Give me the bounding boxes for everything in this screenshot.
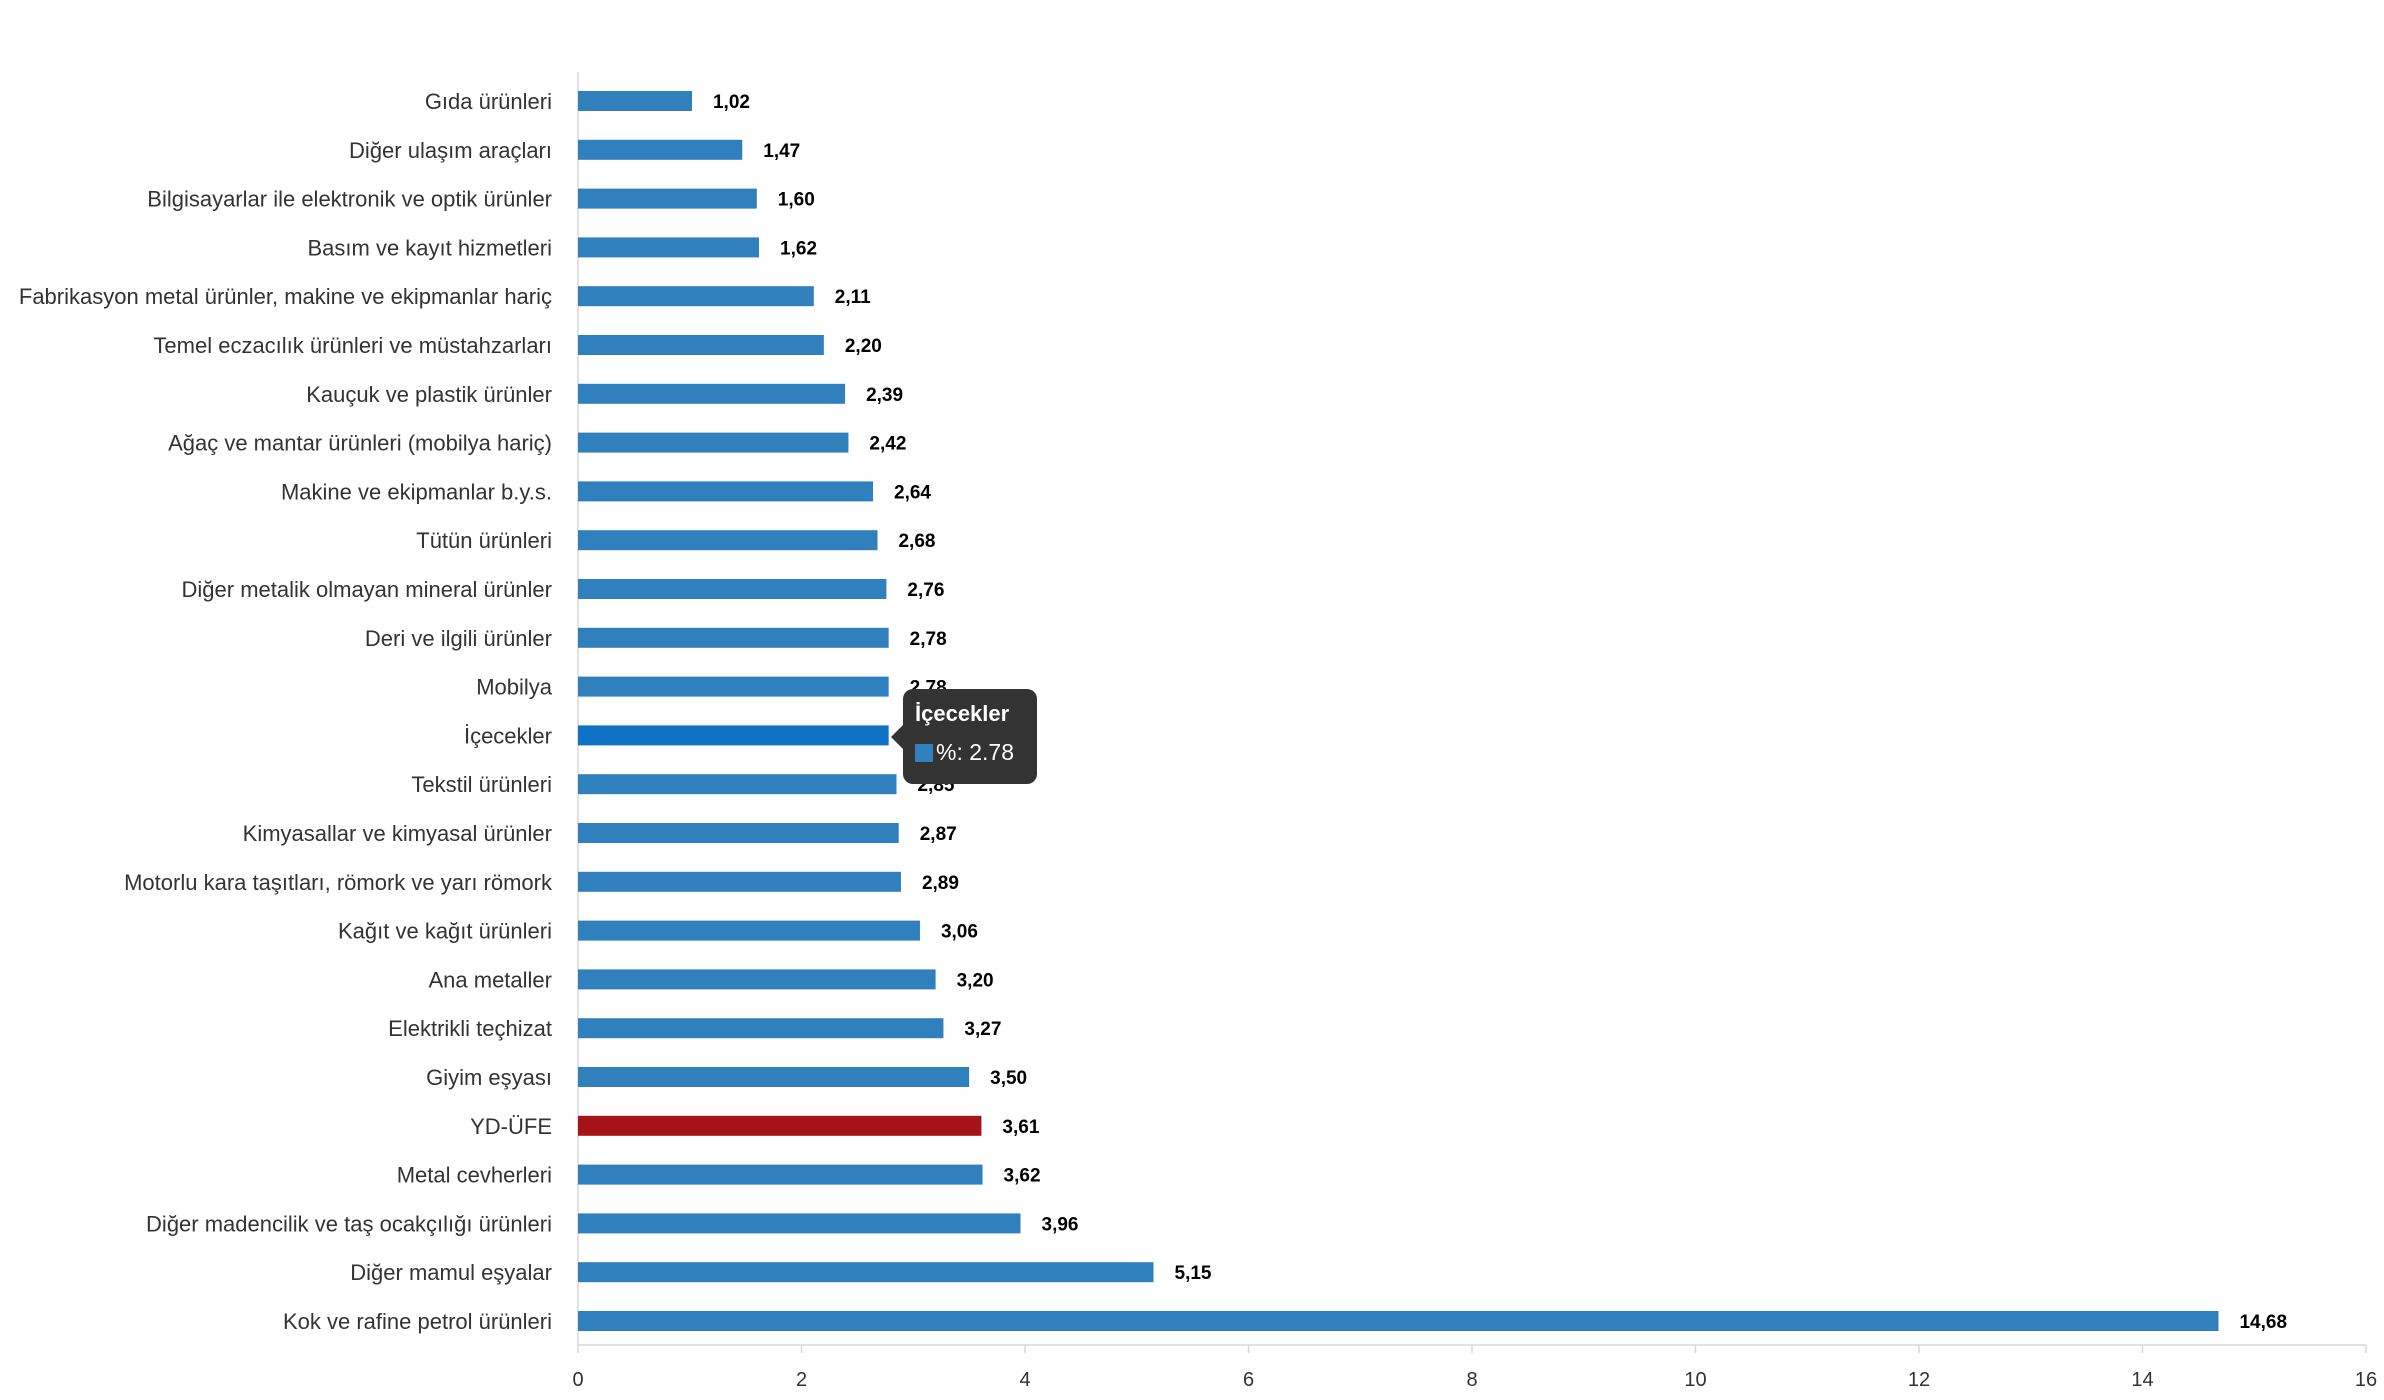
bar: [578, 383, 846, 404]
category-label: Metal cevherleri: [397, 1163, 552, 1188]
x-tick-label: 2: [796, 1369, 807, 1391]
bar: [578, 920, 920, 941]
data-label: 1,60: [778, 190, 815, 211]
category-label: Deri ve ilgili ürünler: [365, 626, 552, 651]
category-label: İçecekler: [464, 723, 552, 748]
bar: [578, 871, 901, 892]
data-label: 1,02: [713, 92, 750, 113]
bar: [578, 969, 936, 990]
category-label: Diğer mamul eşyalar: [350, 1260, 552, 1285]
data-label: 3,50: [990, 1068, 1027, 1089]
x-tick-label: 16: [2355, 1369, 2377, 1391]
x-tick-label: 0: [572, 1369, 583, 1391]
category-label: Elektrikli teçhizat: [388, 1016, 552, 1041]
bar: [578, 1311, 2219, 1331]
bar: [578, 1262, 1154, 1283]
data-label: 14,68: [2239, 1312, 2287, 1333]
tooltip: İçecekler %: 2.78: [891, 689, 1037, 784]
category-label: Kimyasallar ve kimyasal ürünler: [243, 821, 552, 846]
data-label: 2,76: [907, 580, 944, 601]
category-label: Fabrikasyon metal ürünler, makine ve eki…: [19, 284, 552, 309]
category-label: Mobilya: [476, 675, 553, 700]
data-label: 3,06: [941, 922, 978, 943]
data-label: 3,27: [964, 1019, 1001, 1040]
bar: [578, 1067, 970, 1087]
tooltip-pointer: [891, 725, 903, 749]
bar: [578, 725, 889, 746]
bar: [578, 676, 889, 697]
data-label: 2,20: [845, 336, 882, 357]
category-label: Motorlu kara taşıtları, römork ve yarı r…: [124, 870, 553, 895]
category-label: Gıda ürünleri: [425, 89, 552, 114]
x-tick-label: 10: [1684, 1369, 1706, 1391]
bar: [578, 530, 878, 551]
category-label: Bilgisayarlar ile elektronik ve optik ür…: [147, 187, 552, 212]
bar: [578, 627, 889, 648]
category-label: Diğer metalik olmayan mineral ürünler: [182, 577, 552, 602]
bar: [578, 774, 897, 795]
data-label: 3,61: [1002, 1117, 1039, 1138]
x-tick-label: 14: [2131, 1369, 2153, 1391]
data-label: 3,20: [957, 970, 994, 991]
tooltip-title: İçecekler: [915, 701, 1010, 726]
category-label: Giyim eşyası: [426, 1065, 552, 1090]
data-label: 2,64: [894, 482, 931, 503]
category-label: Basım ve kayıt hizmetleri: [307, 235, 552, 260]
x-tick-label: 6: [1243, 1369, 1254, 1391]
x-tick-label: 8: [1466, 1369, 1477, 1391]
category-label: Kok ve rafine petrol ürünleri: [283, 1309, 552, 1334]
bar: [578, 1213, 1021, 1234]
bar: [578, 237, 760, 258]
category-label: YD-ÜFE: [470, 1114, 552, 1139]
category-label: Diğer madencilik ve taş ocakçılığı ürünl…: [146, 1211, 552, 1236]
data-label: 1,62: [780, 238, 817, 259]
data-label: 3,96: [1042, 1214, 1079, 1235]
data-label: 2,42: [869, 434, 906, 455]
bar: [578, 432, 849, 453]
category-label: Kağıt ve kağıt ürünleri: [338, 919, 552, 944]
data-label: 2,89: [922, 873, 959, 894]
bar: [578, 286, 814, 307]
bar: [578, 579, 887, 599]
data-label: 5,15: [1175, 1263, 1212, 1284]
bar: [578, 91, 692, 111]
category-label: Tütün ürünleri: [416, 528, 552, 553]
data-label: 2,87: [920, 824, 957, 845]
bar: [578, 1164, 983, 1185]
tooltip-series-swatch: [915, 743, 933, 762]
tooltip-row: %: 2.78: [915, 739, 1014, 766]
bar: [578, 823, 899, 843]
x-tick-label: 12: [1908, 1369, 1930, 1391]
category-label: Ana metaller: [428, 967, 552, 992]
x-tick-label: 4: [1019, 1369, 1030, 1391]
data-label: 2,11: [835, 287, 871, 308]
bar: [578, 335, 824, 355]
data-label: 2,78: [910, 629, 947, 650]
bar: [578, 1115, 982, 1136]
category-label: Temel eczacılık ürünleri ve müstahzarlar…: [153, 333, 552, 358]
category-label: Ağaç ve mantar ürünleri (mobilya hariç): [168, 431, 552, 456]
data-label: 3,62: [1004, 1166, 1041, 1187]
category-label: Diğer ulaşım araçları: [349, 138, 552, 163]
bar: [578, 1018, 944, 1039]
category-label: Makine ve ekipmanlar b.y.s.: [281, 479, 552, 504]
category-label: Kauçuk ve plastik ürünler: [306, 382, 552, 407]
bar: [578, 481, 874, 502]
data-label: 1,47: [763, 141, 800, 162]
data-label: 2,68: [898, 531, 935, 552]
data-label: 2,39: [866, 385, 903, 406]
category-label: Tekstil ürünleri: [411, 772, 552, 797]
tooltip-value: %: 2.78: [936, 739, 1014, 765]
bar: [578, 188, 757, 209]
bar: [578, 139, 743, 160]
